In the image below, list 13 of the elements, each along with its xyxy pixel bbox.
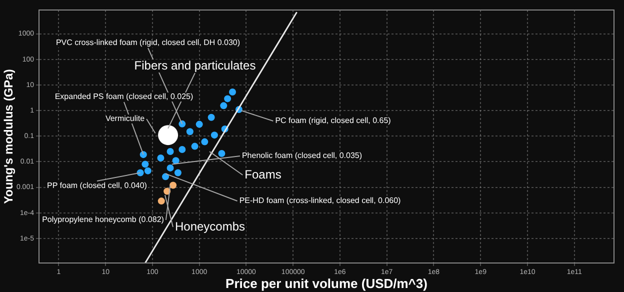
annotation: Honeycombs [174,219,246,234]
annotation: Fibers and particulates [134,58,256,72]
annotation: PC foam (rigid, closed cell, 0.65) [275,116,392,126]
annotation: Phenolic foam (closed cell, 0.035) [242,151,362,160]
annotation: PVC cross-linked foam (rigid, closed cell, DH 0.030) [56,38,240,48]
annotation: Vermiculite [105,114,146,124]
x-axis-title: Price per unit volume (USD/m^3) [226,276,428,291]
y-axis-title: Young's modulus (GPa) [2,69,16,204]
annotation: PE-HD foam (cross-linked, closed cell, 0.060) [239,196,402,206]
annotation: Expanded PS foam (closed cell, 0.025) [54,92,194,102]
annotation: PP foam (closed cell, 0.040) [47,181,148,190]
annotation: Foams [244,167,282,182]
annotation: Polypropylene honeycomb (0.082) [42,215,164,224]
